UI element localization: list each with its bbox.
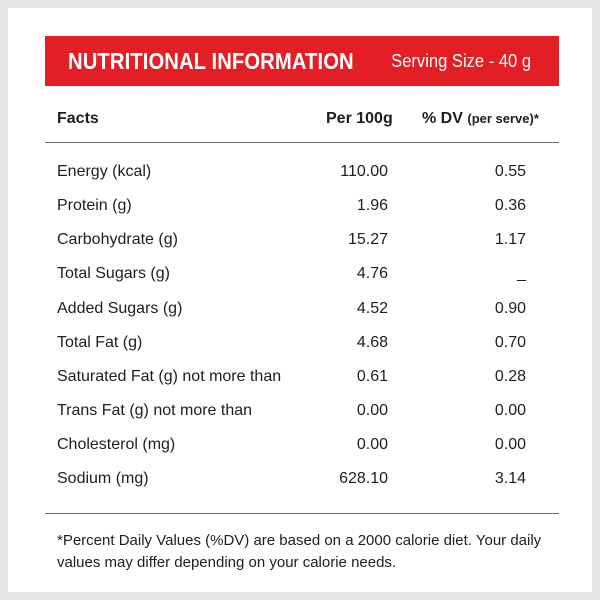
header-divider [45,142,559,143]
row-label: Saturated Fat (g) not more than [57,368,282,385]
row-per-100g: 0.00 [356,402,388,419]
row-dv: 0.90 [494,300,526,317]
column-header-per-100g: Per 100g [326,110,393,127]
row-label: Total Sugars (g) [57,265,170,282]
table-row: Total Sugars (g) 4.76 _ [0,262,600,286]
row-dv: _ [517,265,526,282]
row-label: Trans Fat (g) not more than [57,402,253,419]
row-per-100g: 628.10 [339,470,388,487]
column-header-dv-note: (per serve)* [467,111,539,126]
row-dv: 1.17 [494,231,526,248]
row-label: Carbohydrate (g) [57,231,178,248]
table-row: Sodium (mg) 628.10 3.14 [0,467,600,491]
footer-divider [45,513,559,514]
banner-title: NUTRITIONAL INFORMATION [68,48,354,74]
column-header-facts: Facts [57,110,99,127]
table-row: Total Fat (g) 4.68 0.70 [0,331,600,355]
footnote: *Percent Daily Values (%DV) are based on… [57,532,542,571]
row-label: Sodium (mg) [57,470,149,487]
table-row: Carbohydrate (g) 15.27 1.17 [0,228,600,252]
table-row: Added Sugars (g) 4.52 0.90 [0,297,600,321]
row-per-100g: 110.00 [340,163,388,180]
row-label: Total Fat (g) [57,334,143,351]
row-per-100g: 0.00 [356,436,388,453]
table-row: Energy (kcal) 110.00 0.55 [0,160,600,184]
row-per-100g: 4.52 [356,300,388,317]
table-row: Cholesterol (mg) 0.00 0.00 [0,433,600,457]
column-header-dv: % DV (per serve)* [422,110,539,128]
row-dv: 3.14 [494,470,526,487]
row-per-100g: 0.61 [356,368,388,385]
title-banner: NUTRITIONAL INFORMATION Serving Size - 4… [45,36,559,86]
table-row: Saturated Fat (g) not more than 0.61 0.2… [0,365,600,389]
row-per-100g: 15.27 [347,231,388,248]
row-dv: 0.36 [494,197,526,214]
row-dv: 0.00 [494,402,526,419]
row-dv: 0.55 [494,163,526,180]
row-per-100g: 4.68 [356,334,388,351]
row-label: Added Sugars (g) [57,300,183,317]
table-row: Protein (g) 1.96 0.36 [0,194,600,218]
row-per-100g: 4.76 [356,265,388,282]
row-label: Energy (kcal) [57,163,152,180]
row-dv: 0.70 [494,334,526,351]
column-header-dv-main: % DV [422,110,463,127]
row-dv: 0.00 [494,436,526,453]
table-row: Trans Fat (g) not more than 0.00 0.00 [0,399,600,423]
row-per-100g: 1.96 [356,197,388,214]
row-dv: 0.28 [494,368,526,385]
row-label: Cholesterol (mg) [57,436,176,453]
nutrition-card [8,8,592,592]
row-label: Protein (g) [57,197,132,214]
serving-size: Serving Size - 40 g [391,51,531,71]
